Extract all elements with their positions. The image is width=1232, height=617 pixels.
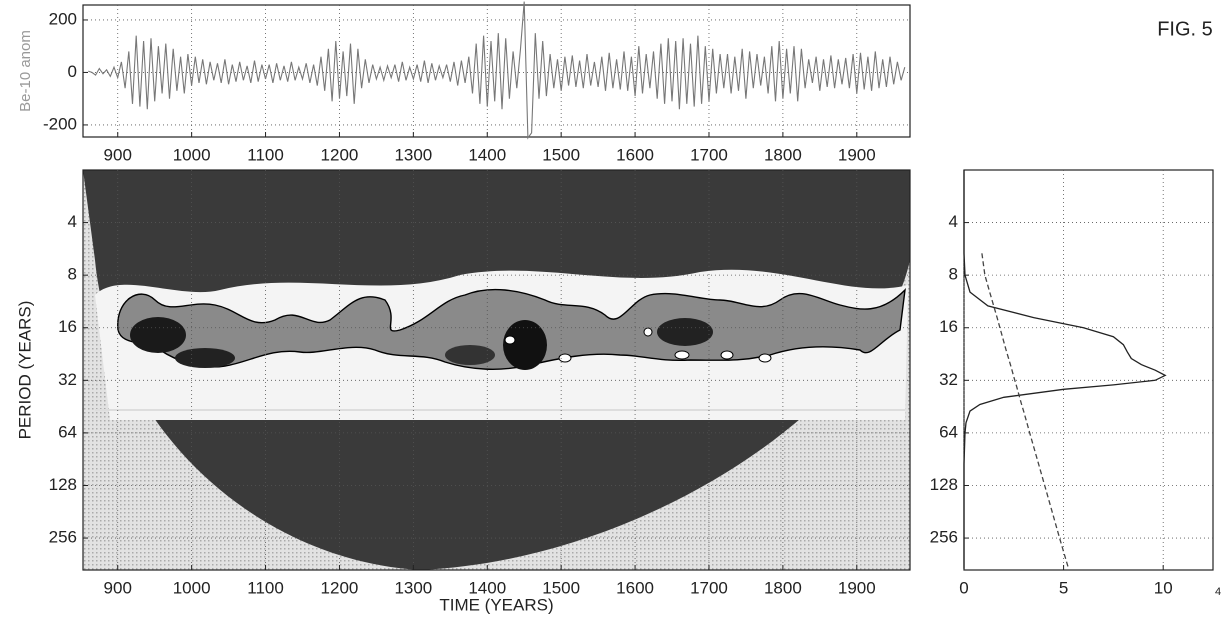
- y-axis-label: Be-10 anom: [17, 30, 34, 112]
- x-tick-label: 1000: [173, 578, 211, 597]
- x-tick-label: 1600: [616, 145, 654, 164]
- y-tick-label: 64: [58, 422, 77, 441]
- y-tick-label: 128: [49, 475, 77, 494]
- x-tick-label: 1700: [690, 578, 728, 597]
- y-tick-label: 4: [68, 212, 77, 231]
- signal-line: [88, 1, 906, 140]
- spectrum-line: [981, 253, 1070, 569]
- x-tick-label: 1200: [321, 578, 359, 597]
- x-tick-label: 1200: [321, 145, 359, 164]
- y-tick-label: 256: [49, 528, 77, 547]
- x-tick-label: 1500: [542, 578, 580, 597]
- x-tick-label: 1800: [764, 145, 802, 164]
- x-tick-label: 1700: [690, 145, 728, 164]
- x-tick-label: 1900: [838, 145, 876, 164]
- x-tick-label: 0: [959, 578, 968, 597]
- y-tick-label: 64: [939, 422, 958, 441]
- x-tick-label: 1500: [542, 145, 580, 164]
- x-tick-label: 1300: [394, 145, 432, 164]
- plot-frame: [82, 169, 911, 571]
- y-axis-label: PERIOD (YEARS): [15, 301, 34, 440]
- figure-label: FIG. 5: [1157, 18, 1213, 40]
- x-tick-label: 1900: [838, 578, 876, 597]
- y-tick-label: 128: [930, 475, 958, 494]
- x-tick-label: 1400: [468, 578, 506, 597]
- x-tick-label: 1100: [247, 145, 284, 164]
- x-tick-label: 10: [1154, 578, 1173, 597]
- x-tick-label: 1400: [468, 145, 506, 164]
- plot-frame: [82, 4, 911, 138]
- wavelet-power-shading: [83, 170, 910, 570]
- y-tick-label: 8: [68, 265, 77, 284]
- page-number: 4: [1215, 586, 1221, 598]
- y-tick-label: 4: [949, 212, 958, 231]
- x-tick-label: 1100: [247, 578, 284, 597]
- y-tick-label: 16: [58, 317, 77, 336]
- plot-frame: [963, 169, 1214, 571]
- y-tick-label: 32: [58, 370, 77, 389]
- y-tick-label: 32: [939, 370, 958, 389]
- x-axis-label: TIME (YEARS): [439, 595, 553, 614]
- y-tick-label: -200: [43, 114, 77, 133]
- x-tick-label: 1300: [394, 578, 432, 597]
- y-tick-label: 16: [939, 317, 958, 336]
- x-tick-label: 1800: [764, 578, 802, 597]
- x-tick-label: 1000: [173, 145, 211, 164]
- x-tick-label: 5: [1059, 578, 1068, 597]
- y-tick-label: 200: [49, 9, 77, 28]
- y-tick-label: 8: [949, 265, 958, 284]
- x-tick-label: 1600: [616, 578, 654, 597]
- x-tick-label: 900: [104, 578, 132, 597]
- y-tick-label: 0: [68, 62, 77, 81]
- spectrum-line: [963, 170, 1167, 569]
- y-tick-label: 256: [930, 528, 958, 547]
- x-tick-label: 900: [104, 145, 132, 164]
